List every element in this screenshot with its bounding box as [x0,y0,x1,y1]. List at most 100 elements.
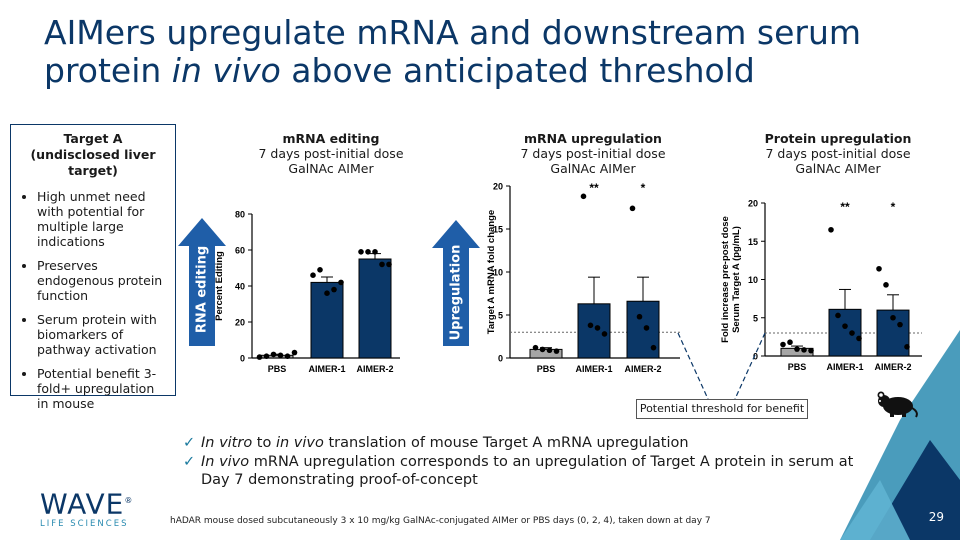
panel-subtitle: GalNAc AIMer [550,161,636,176]
y-tick-label: 5 [753,313,758,323]
data-point [643,325,650,331]
data-point [532,344,539,351]
data-point [601,331,608,337]
target-bullets: High unmet need with potential for multi… [19,189,167,411]
panel-subtitle: 7 days post-initial dose [258,146,404,161]
y-tick-label: 5 [498,311,503,321]
data-point [849,330,855,336]
x-tick-label: AIMER-2 [874,362,911,372]
x-tick-label: AIMER-1 [826,362,863,372]
data-point [587,322,594,329]
data-point [358,249,364,255]
y-axis-label: Target A mRNA fold change [486,210,497,334]
panel-head-protein: Protein upregulation 7 days post-initial… [738,131,938,176]
data-point [897,321,903,328]
title-post: above anticipated threshold [280,51,755,90]
y-tick-label: 20 [748,199,758,209]
y-tick-label: 0 [753,352,758,362]
y-tick-label: 0 [240,354,245,364]
conclusion-text: In vivo mRNA upregulation corresponds to… [201,453,863,489]
panel-heading: mRNA editing [282,131,380,146]
upregulation-arrow-icon [432,220,480,346]
bar [577,303,611,359]
data-point [856,335,862,342]
y-tick-label: 10 [748,275,758,285]
panel-head-mrna: mRNA upregulation 7 days post-initial do… [493,131,693,176]
y-axis-label: Serum Target A (pg/mL) [731,226,742,333]
target-bullet: Potential benefit 3-fold+ upregulation i… [37,366,167,411]
data-point [636,313,643,320]
data-point [379,261,385,268]
panel-head-editing: mRNA editing 7 days post-initial dose Ga… [231,131,431,176]
data-point [580,193,587,200]
data-point [291,349,298,356]
y-tick-label: 40 [235,282,245,292]
panel-subtitle: 7 days post-initial dose [520,146,666,161]
text: translation of mouse Target A mRNA upreg… [323,435,689,451]
y-tick-label: 0 [498,354,503,364]
target-bullet: High unmet need with potential for multi… [37,189,167,249]
bar [358,258,392,359]
x-tick-label: AIMER-1 [575,364,612,374]
significance-label: ** [589,181,599,195]
conclusion-item: ✓ In vivo mRNA upregulation corresponds … [183,453,863,489]
y-axis-label: Fold increase pre-post dose [720,216,731,343]
data-point [372,249,378,255]
y-tick-label: 10 [493,268,503,278]
bar [828,308,862,357]
y-tick-label: 60 [235,246,245,256]
data-point [780,341,786,348]
data-point [317,267,323,273]
target-title: Target A (undisclosed liver target) [30,131,156,178]
data-point [876,265,882,272]
threshold-label: Potential threshold for benefit [636,399,808,419]
data-point [808,347,814,354]
y-tick-label: 20 [493,182,503,192]
conclusion-text: In vitro to in vivo translation of mouse… [201,434,689,452]
logo-sub: LIFE SCIENCES [40,519,129,530]
panel-heading: Protein upregulation [764,131,912,146]
data-point [594,325,601,331]
footnote: hADAR mouse dosed subcutaneously 3 x 10 … [170,516,711,526]
data-point [386,261,392,268]
x-tick-label: PBS [268,364,287,374]
title-pre: protein [44,51,172,90]
italic-text: in vivo [275,435,324,451]
target-bullet: Preserves endogenous protein function [37,258,167,303]
page-number: 29 [928,510,944,524]
italic-text: In vivo [201,454,250,470]
check-icon: ✓ [183,435,196,451]
data-point [629,205,636,212]
significance-label: * [641,181,646,195]
text: to [252,435,276,451]
data-point [794,346,800,352]
data-point [904,344,910,350]
data-point [331,286,337,293]
data-point [365,249,371,255]
y-tick-label: 15 [493,225,503,235]
title-line-2: protein in vivo above anticipated thresh… [44,52,904,90]
logo-text: WAVE [40,487,125,521]
page-title: AIMers upregulate mRNA and downstream se… [44,14,904,90]
italic-text: In vitro [201,435,253,451]
data-point [883,282,889,288]
data-point [324,290,330,297]
data-point [842,323,848,329]
data-point [801,347,807,353]
panel-subtitle: 7 days post-initial dose [765,146,911,161]
data-point [835,312,841,319]
significance-label: ** [840,200,850,214]
y-tick-label: 15 [748,237,758,247]
data-point [787,339,793,346]
data-point [284,353,291,360]
x-tick-label: AIMER-2 [624,364,661,374]
data-point [539,346,546,353]
check-icon: ✓ [183,454,196,470]
data-point [828,226,834,233]
data-point [277,352,284,359]
text: mRNA upregulation corresponds to an upre… [201,454,854,488]
title-italic: in vivo [171,51,281,90]
conclusion-item: ✓ In vitro to in vivo translation of mou… [183,434,863,452]
